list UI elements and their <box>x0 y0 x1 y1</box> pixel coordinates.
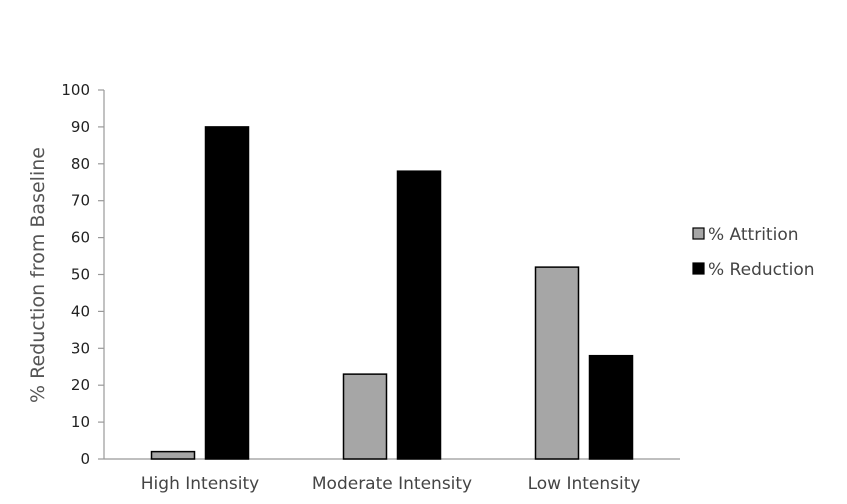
x-category-label: Low Intensity <box>528 474 641 494</box>
legend-label: % Reduction <box>708 260 815 280</box>
x-axis: High Intensity Moderate Intensity Low Inte… <box>104 458 680 494</box>
bar-reduction <box>204 126 250 460</box>
y-tick-label: 10 <box>71 413 90 431</box>
legend: % Attrition % Reduction <box>692 225 815 280</box>
bar-attrition <box>534 266 580 460</box>
bar-reduction <box>396 170 442 460</box>
bar-reduction <box>588 354 634 460</box>
y-tick-label: 100 <box>61 81 90 99</box>
y-tick-label: 70 <box>71 192 90 210</box>
bar-attrition <box>150 450 196 460</box>
legend-swatch <box>692 262 705 275</box>
y-tick-label: 50 <box>71 266 90 284</box>
legend-swatch <box>692 227 705 240</box>
y-tick-label: 40 <box>71 302 90 320</box>
x-category-label: High Intensity <box>141 474 259 494</box>
bars <box>150 126 634 460</box>
bar-attrition <box>342 373 388 460</box>
y-axis-title: % Reduction from Baseline <box>27 147 49 403</box>
y-tick-label: 20 <box>71 376 90 394</box>
y-tick-label: 0 <box>80 450 90 468</box>
y-tick-label: 30 <box>71 339 90 357</box>
y-tick-label: 80 <box>71 155 90 173</box>
y-tick-label: 90 <box>71 118 90 136</box>
legend-label: % Attrition <box>708 225 799 245</box>
y-axis: 0 10 20 30 40 50 60 70 80 90 100 <box>61 81 105 468</box>
x-category-label: Moderate Intensity <box>312 474 472 494</box>
y-tick-label: 60 <box>71 229 90 247</box>
